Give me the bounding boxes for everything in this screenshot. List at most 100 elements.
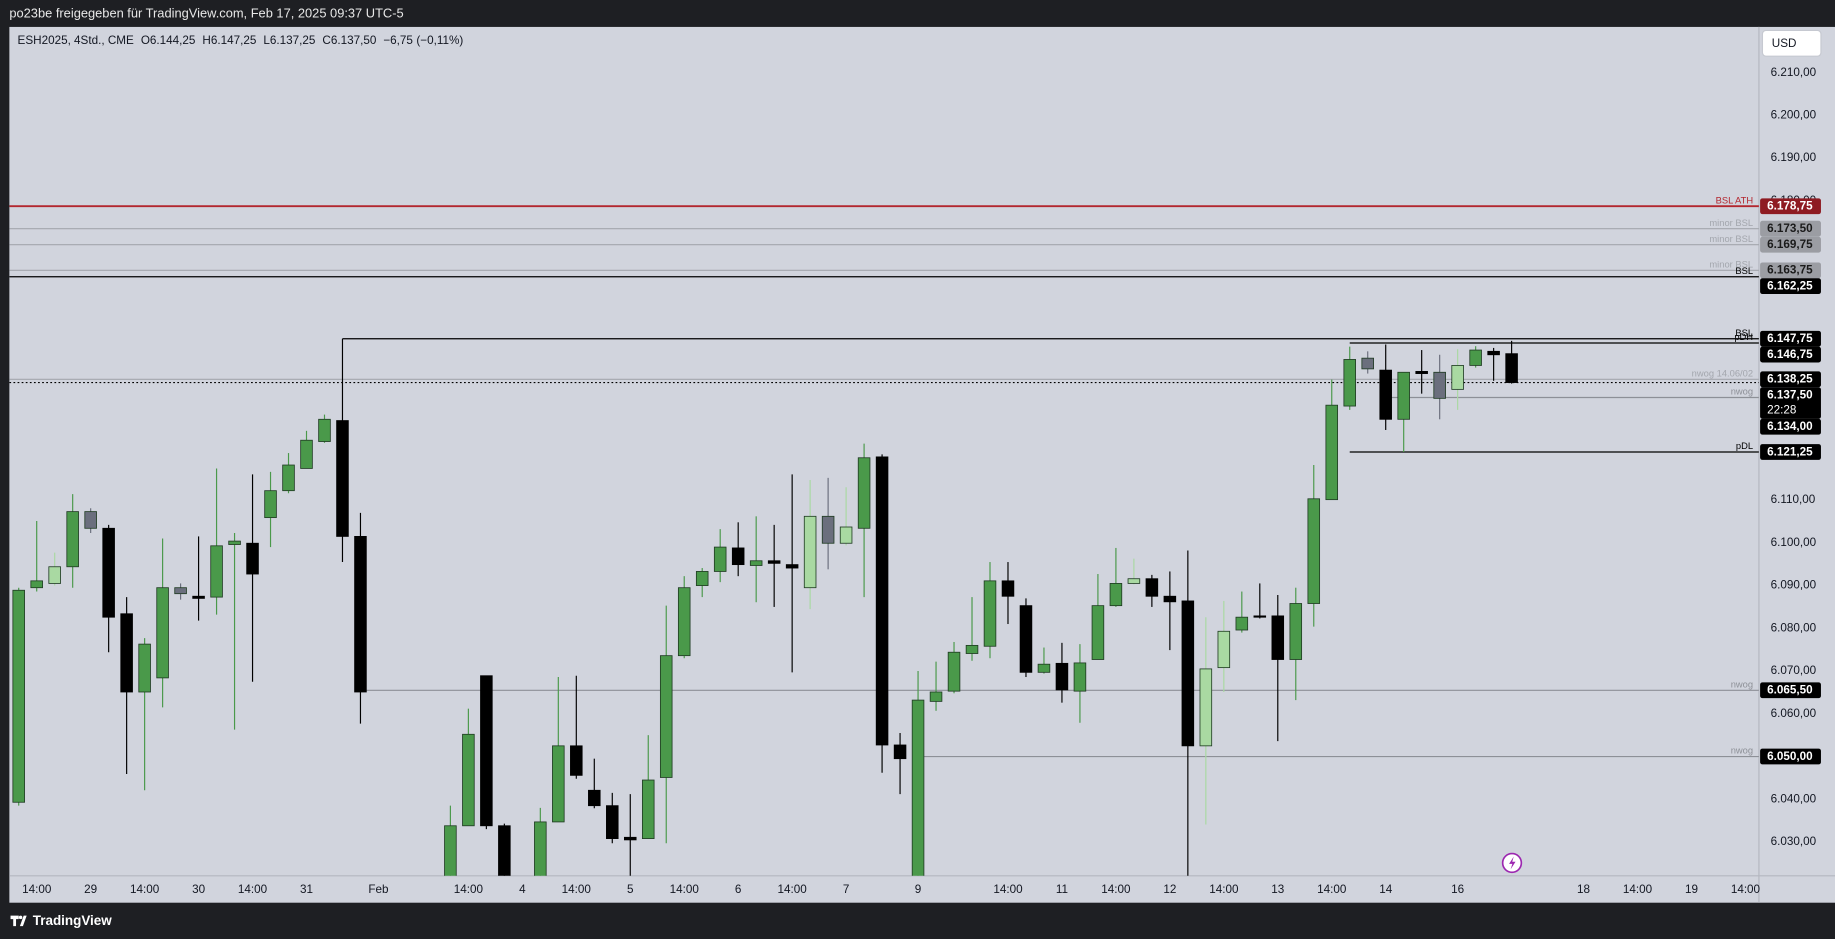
candle-body <box>1271 615 1285 660</box>
legend-high: H6.147,25 <box>202 34 256 47</box>
price-tag <box>1760 346 1821 363</box>
price-tag <box>1760 278 1821 295</box>
candle-body <box>48 566 61 584</box>
currency-button[interactable] <box>1761 29 1822 57</box>
candle-body <box>1325 404 1339 501</box>
price-tag-label: 6.162,25 <box>1767 279 1813 292</box>
candle-body <box>318 418 331 442</box>
candle-body <box>66 511 79 568</box>
price-tag-label: 6.065,50 <box>1767 684 1813 697</box>
x-tick-label: 13 <box>1271 883 1284 896</box>
x-tick-label: 14:00 <box>1209 883 1239 896</box>
level-label: BSL <box>1735 328 1753 338</box>
x-tick-label: 14:00 <box>1623 883 1653 896</box>
x-tick-label: 19 <box>1685 883 1698 896</box>
price-tag <box>1760 418 1821 435</box>
level-label: minor BSL <box>1709 260 1753 270</box>
x-tick-label: 14:00 <box>1317 883 1347 896</box>
candle-body <box>983 580 997 647</box>
y-tick-label: 6.110,00 <box>1771 493 1816 506</box>
candle-body <box>857 457 871 529</box>
candle-body <box>911 699 925 876</box>
candle-body <box>1073 662 1087 692</box>
y-tick-label: 6.080,00 <box>1771 621 1817 634</box>
candle-body <box>839 526 853 544</box>
x-tick-label: 14:00 <box>670 883 700 896</box>
x-tick-label: 14:00 <box>993 883 1023 896</box>
candle-body <box>1505 353 1518 383</box>
candle-body <box>965 644 979 654</box>
candle-body <box>1055 662 1069 691</box>
y-tick-label: 6.070,00 <box>1771 664 1817 677</box>
candle-body <box>677 587 691 657</box>
candle-body <box>1361 357 1374 370</box>
level-label: BSL ATH <box>1716 195 1753 205</box>
price-tag-label: 6.146,75 <box>1767 348 1813 361</box>
candle-body <box>1145 578 1159 597</box>
brand-logo <box>10 915 27 927</box>
candle-body <box>713 546 727 572</box>
price-tag-label: 6.173,50 <box>1767 222 1813 235</box>
currency-button-label[interactable]: USD <box>1772 37 1797 50</box>
candle-body <box>1037 663 1051 673</box>
price-tag <box>1760 748 1821 765</box>
y-tick-label: 6.210,00 <box>1771 66 1817 79</box>
candle-body <box>1451 365 1464 390</box>
candle-body <box>1109 583 1123 607</box>
level-label: nwog 14.06/02 <box>1692 369 1753 379</box>
level-label: nwog <box>1731 746 1753 756</box>
price-tag <box>1760 198 1821 215</box>
legend-change: −6,75 <box>383 34 413 47</box>
candle-body <box>731 547 745 566</box>
candle-body <box>120 613 133 693</box>
candle-body <box>534 821 547 876</box>
candle-body <box>480 675 493 827</box>
x-tick-label: 14:00 <box>562 883 592 896</box>
candle-body <box>300 439 313 469</box>
x-tick-label: 7 <box>843 883 850 896</box>
price-tag-label: 6.137,50 <box>1767 388 1813 401</box>
candle-body <box>192 595 205 599</box>
logo-mark <box>10 915 27 927</box>
candle-body <box>138 643 151 693</box>
candle-body <box>1019 605 1033 673</box>
candle-body <box>624 836 637 841</box>
price-tag <box>1760 330 1821 347</box>
x-tick-label: 14:00 <box>130 883 160 896</box>
candle-body <box>1307 498 1321 604</box>
x-tick-label: 14:00 <box>22 883 52 896</box>
candle-body <box>462 733 475 827</box>
candle-body <box>947 651 961 692</box>
price-tag <box>1760 387 1821 419</box>
alert-icon[interactable] <box>1501 852 1523 874</box>
alert-bolt[interactable] <box>1509 856 1516 870</box>
candle-body <box>1127 578 1141 584</box>
candle-body <box>1433 371 1446 399</box>
candle-body <box>1091 605 1105 660</box>
price-tag <box>1760 444 1821 460</box>
candle-body <box>749 560 763 566</box>
candle-body <box>785 564 799 569</box>
price-tag-label: 6.178,75 <box>1767 199 1813 212</box>
candle-body <box>336 420 349 537</box>
x-tick-label: 14 <box>1379 883 1392 896</box>
candle-body <box>1379 369 1392 420</box>
candle-body <box>174 587 187 595</box>
x-tick-label: 16 <box>1451 883 1464 896</box>
candle-body <box>210 545 223 598</box>
candle-body <box>1415 371 1428 374</box>
x-tick-label: 18 <box>1577 883 1590 896</box>
price-tag-label: 6.121,25 <box>1767 445 1813 458</box>
candle-body <box>444 825 457 876</box>
candle-body <box>498 825 511 876</box>
candle-body <box>12 589 25 803</box>
price-tag <box>1760 236 1821 253</box>
candle-body <box>929 691 943 702</box>
candle-body <box>1181 600 1195 747</box>
candle-body <box>1397 371 1410 420</box>
x-tick-label: 14:00 <box>778 883 808 896</box>
x-tick-label: 9 <box>915 883 922 896</box>
plot-area <box>9 205 1759 876</box>
